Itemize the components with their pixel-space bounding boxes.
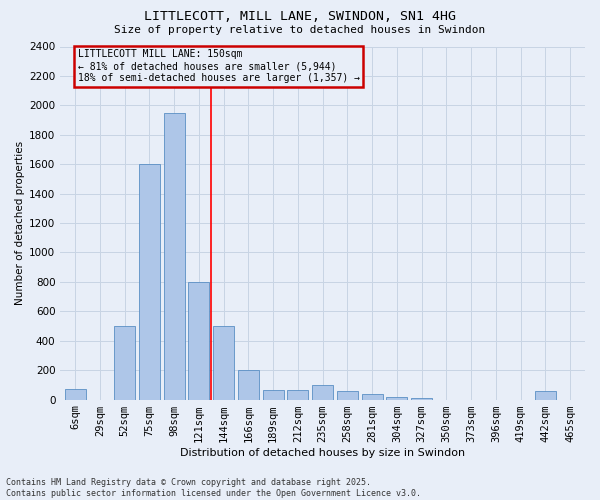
Bar — [65, 390, 86, 400]
Bar — [386, 396, 407, 400]
Text: Contains HM Land Registry data © Crown copyright and database right 2025.
Contai: Contains HM Land Registry data © Crown c… — [6, 478, 421, 498]
Text: Size of property relative to detached houses in Swindon: Size of property relative to detached ho… — [115, 25, 485, 35]
Bar — [362, 394, 383, 400]
Bar — [114, 326, 135, 400]
Bar — [535, 392, 556, 400]
Y-axis label: Number of detached properties: Number of detached properties — [15, 141, 25, 305]
X-axis label: Distribution of detached houses by size in Swindon: Distribution of detached houses by size … — [180, 448, 465, 458]
Bar — [164, 112, 185, 400]
Text: LITTLECOTT MILL LANE: 150sqm
← 81% of detached houses are smaller (5,944)
18% of: LITTLECOTT MILL LANE: 150sqm ← 81% of de… — [77, 50, 359, 82]
Bar — [287, 390, 308, 400]
Bar — [312, 385, 333, 400]
Bar — [238, 370, 259, 400]
Bar — [188, 282, 209, 400]
Bar — [139, 164, 160, 400]
Bar — [213, 326, 234, 400]
Bar — [263, 390, 284, 400]
Bar — [411, 398, 432, 400]
Text: LITTLECOTT, MILL LANE, SWINDON, SN1 4HG: LITTLECOTT, MILL LANE, SWINDON, SN1 4HG — [144, 10, 456, 23]
Bar — [337, 392, 358, 400]
